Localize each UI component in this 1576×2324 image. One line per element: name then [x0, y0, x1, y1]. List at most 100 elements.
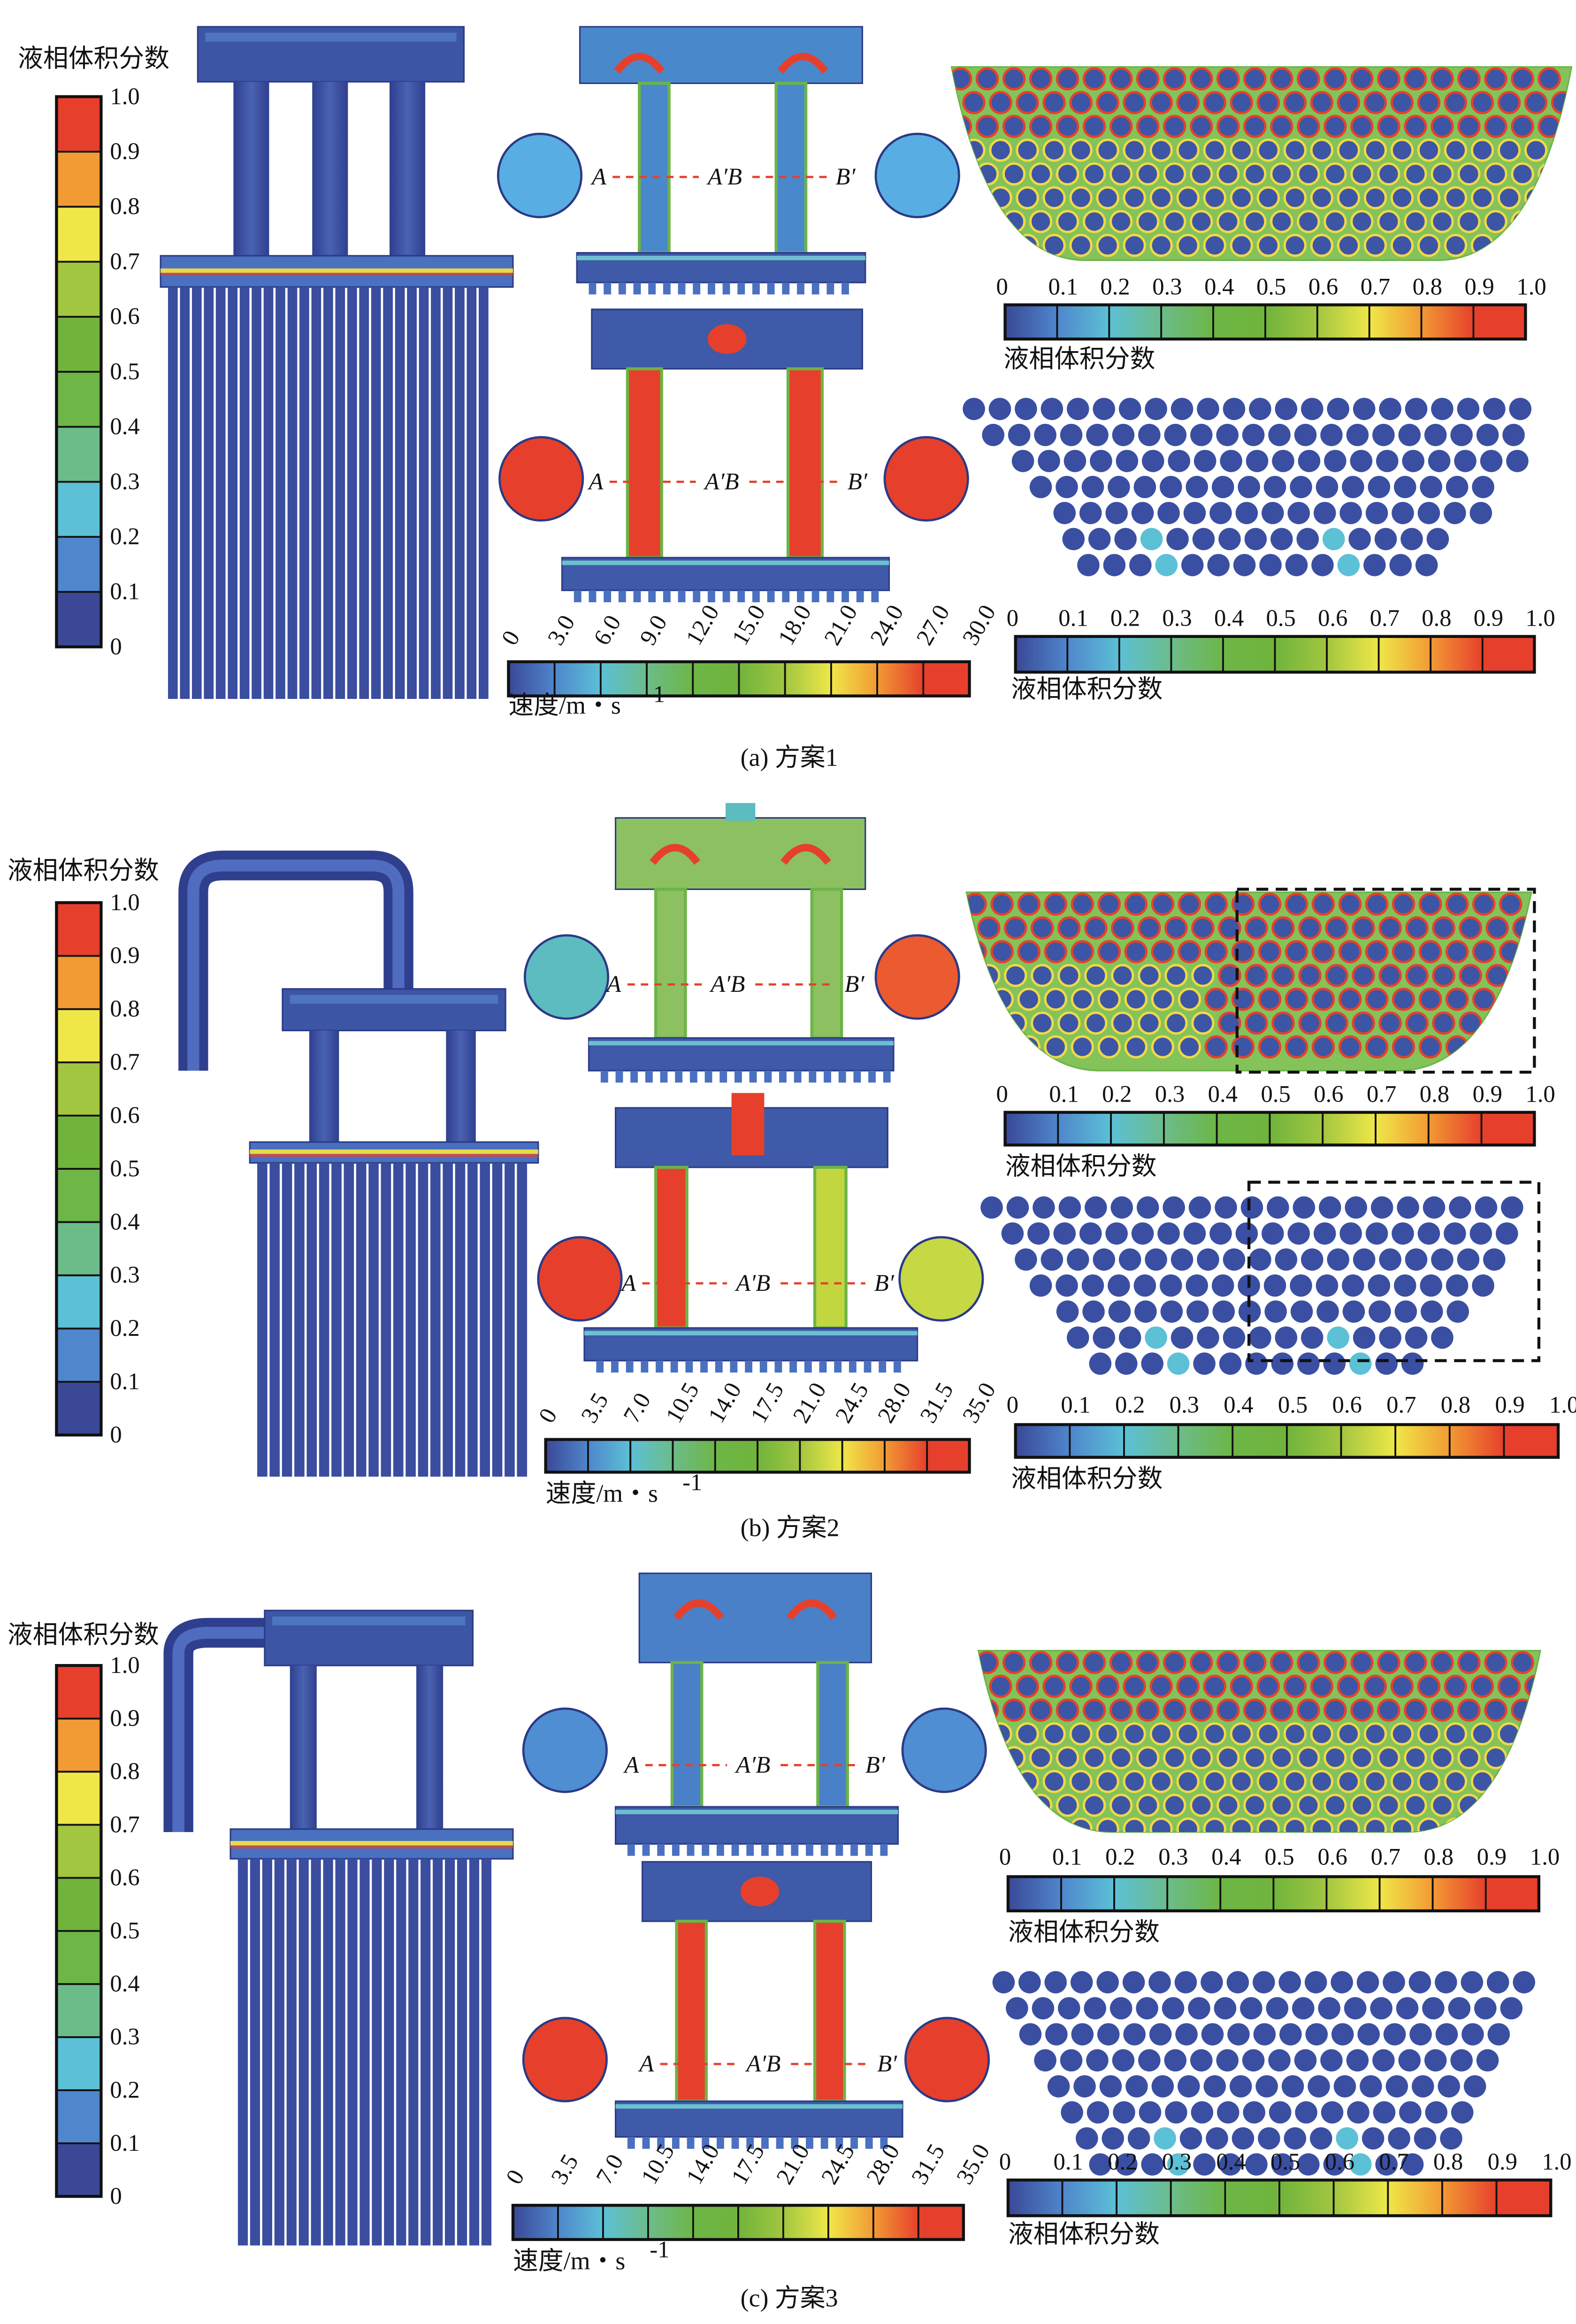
- colorbar-segment: [1014, 1424, 1071, 1458]
- tube-cross-section: [1138, 1011, 1161, 1035]
- outlet-stub: [746, 2137, 754, 2149]
- tube-cross-section: [1163, 1794, 1186, 1817]
- tube-outlet-dot: [1145, 1248, 1167, 1271]
- colorbar-tick-label: 0: [1007, 1392, 1018, 1418]
- colorbar-tick-label: 0.9: [1477, 1844, 1507, 1870]
- outlet-stub: [707, 282, 715, 295]
- heat-exchange-tube: [407, 287, 417, 699]
- tube-cross-section: [1363, 1722, 1387, 1746]
- tube-cross-section: [1538, 67, 1561, 91]
- tube-cross-section: [1069, 91, 1093, 115]
- tube-cross-section: [1216, 67, 1240, 91]
- tube-bundle-device: [160, 26, 514, 699]
- tube-cross-section: [1031, 1011, 1054, 1035]
- tube-outlet-dot: [1142, 450, 1164, 472]
- tube-outlet-dot: [1417, 1222, 1440, 1245]
- speed-tick-label: 7.0: [618, 1388, 656, 1427]
- tube-outlet-dot: [1420, 476, 1442, 499]
- colorbar-segment: [1232, 1424, 1288, 1458]
- tube-outlet-dot: [1245, 1352, 1268, 1375]
- tube-outlet-dot: [1487, 2023, 1510, 2046]
- tube-outlet-dot: [1145, 1326, 1167, 1349]
- panel-3: 液相体积分数 1.0 0.9 0.8 0.7 0.6 0.5 0.4 0.3 0.2 0.1 0 A A′…: [8, 1572, 1572, 2312]
- tube-cross-section: [1432, 916, 1455, 940]
- tube-cross-section: [1203, 138, 1226, 162]
- tube-outlet-dot: [1186, 1274, 1208, 1297]
- outlet-stub: [871, 590, 879, 603]
- tube-outlet-dot: [1396, 1997, 1419, 2020]
- tube-outlet-dot: [1058, 1196, 1081, 1219]
- tube-cross-section: [962, 91, 986, 115]
- liquid-fraction-legend-title: 液相体积分数: [18, 45, 169, 73]
- outlet-stub: [779, 1070, 787, 1083]
- tube-outlet-dot: [1029, 1274, 1052, 1297]
- tube-cross-section: [1417, 1770, 1441, 1793]
- colorbar-segment: [926, 1438, 971, 1473]
- tube-cross-section: [966, 988, 987, 1011]
- tube-outlet-dot: [1188, 1196, 1211, 1219]
- tube-cross-section: [1149, 234, 1173, 257]
- outlet-stub: [630, 1070, 638, 1083]
- tube-outlet-dot: [1211, 1274, 1234, 1297]
- tube-cross-section: [1109, 67, 1133, 91]
- tube-outlet-dot: [1179, 2127, 1202, 2150]
- tube-outlet-dot: [1500, 1997, 1523, 2020]
- outlet-stub: [618, 590, 626, 603]
- colorbar-segment: [1503, 1424, 1559, 1458]
- tube-cross-section: [1524, 91, 1548, 115]
- colorbar-segment: [1340, 1424, 1397, 1458]
- tube-outlet-dot: [1079, 502, 1102, 524]
- tube-outlet-dot: [1388, 2127, 1410, 2150]
- tube-cross-section: [1109, 1698, 1133, 1722]
- colorbar-tick-label: 0.4: [1224, 1392, 1253, 1418]
- outlet-stub: [745, 1360, 753, 1373]
- outlet-stub: [820, 1844, 828, 1856]
- tube-outlet-dot: [1414, 2127, 1437, 2150]
- tube-outlet-dot: [1123, 2023, 1146, 2046]
- tube-outlet-dot: [1450, 2049, 1473, 2072]
- riser-pipe: [416, 1665, 444, 1829]
- tube-outlet-dot: [1218, 528, 1241, 551]
- colorbar-segment: [1448, 1424, 1505, 1458]
- outlet-stub: [618, 282, 626, 295]
- liquid-fraction-vertical-colorbar: 1.0 0.9 0.8 0.7 0.6 0.5 0.4 0.3 0.2 0.1 0: [55, 1652, 140, 2209]
- speed-tick-label: 0: [496, 626, 525, 650]
- tube-outlet-dot: [1018, 1971, 1041, 1994]
- colorbar-segment: [799, 1438, 843, 1473]
- tube-outlet-dot: [1001, 1222, 1024, 1245]
- colorbar-segment: [1116, 2179, 1172, 2217]
- tube-cross-section: [1392, 940, 1415, 964]
- tube-cross-section: [1124, 892, 1148, 916]
- tube-cross-section: [1017, 892, 1040, 916]
- speed-tick-label: 18.0: [773, 600, 816, 650]
- tube-cross-section: [1324, 1746, 1347, 1770]
- colorbar-segment: [1060, 1876, 1116, 1912]
- outlet-stub: [737, 590, 745, 603]
- tube-cross-section: [1004, 964, 1027, 987]
- tube-cross-section: [1285, 1035, 1308, 1058]
- colorbar-segment: [55, 371, 102, 428]
- tube-outlet-dot: [1397, 1196, 1419, 1219]
- colorbar-tick-label: 0.5: [1266, 605, 1296, 631]
- tube-outlet-dot: [1253, 2023, 1276, 2046]
- tube-cross-section: [1431, 1698, 1454, 1722]
- tube-outlet-dot: [1421, 1300, 1443, 1323]
- tube-cross-section: [1418, 892, 1442, 916]
- tube-outlet-dot: [1093, 1248, 1115, 1271]
- colorbar-tick-label: 0.5: [1278, 1392, 1308, 1418]
- tube-cross-section: [1151, 892, 1175, 916]
- tube-cross-section: [1377, 1651, 1400, 1674]
- heat-exchange-tube: [298, 1859, 309, 2246]
- colorbar-segment: [512, 2204, 559, 2240]
- colorbar-tick-label: 0.2: [1110, 605, 1140, 631]
- tube-cross-section: [1218, 916, 1241, 940]
- tube-outlet-dot: [1385, 2075, 1408, 2098]
- tube-cross-section: [1512, 916, 1532, 940]
- colorbar-tick-label: 0.9: [1473, 1081, 1502, 1107]
- liquid-fraction-legend-title: 液相体积分数: [8, 856, 159, 884]
- tube-outlet-dot: [1297, 1352, 1320, 1375]
- heat-exchange-tube: [396, 1859, 406, 2246]
- tube-cross-section: [1297, 210, 1320, 233]
- section-label-b: B′: [877, 2050, 897, 2077]
